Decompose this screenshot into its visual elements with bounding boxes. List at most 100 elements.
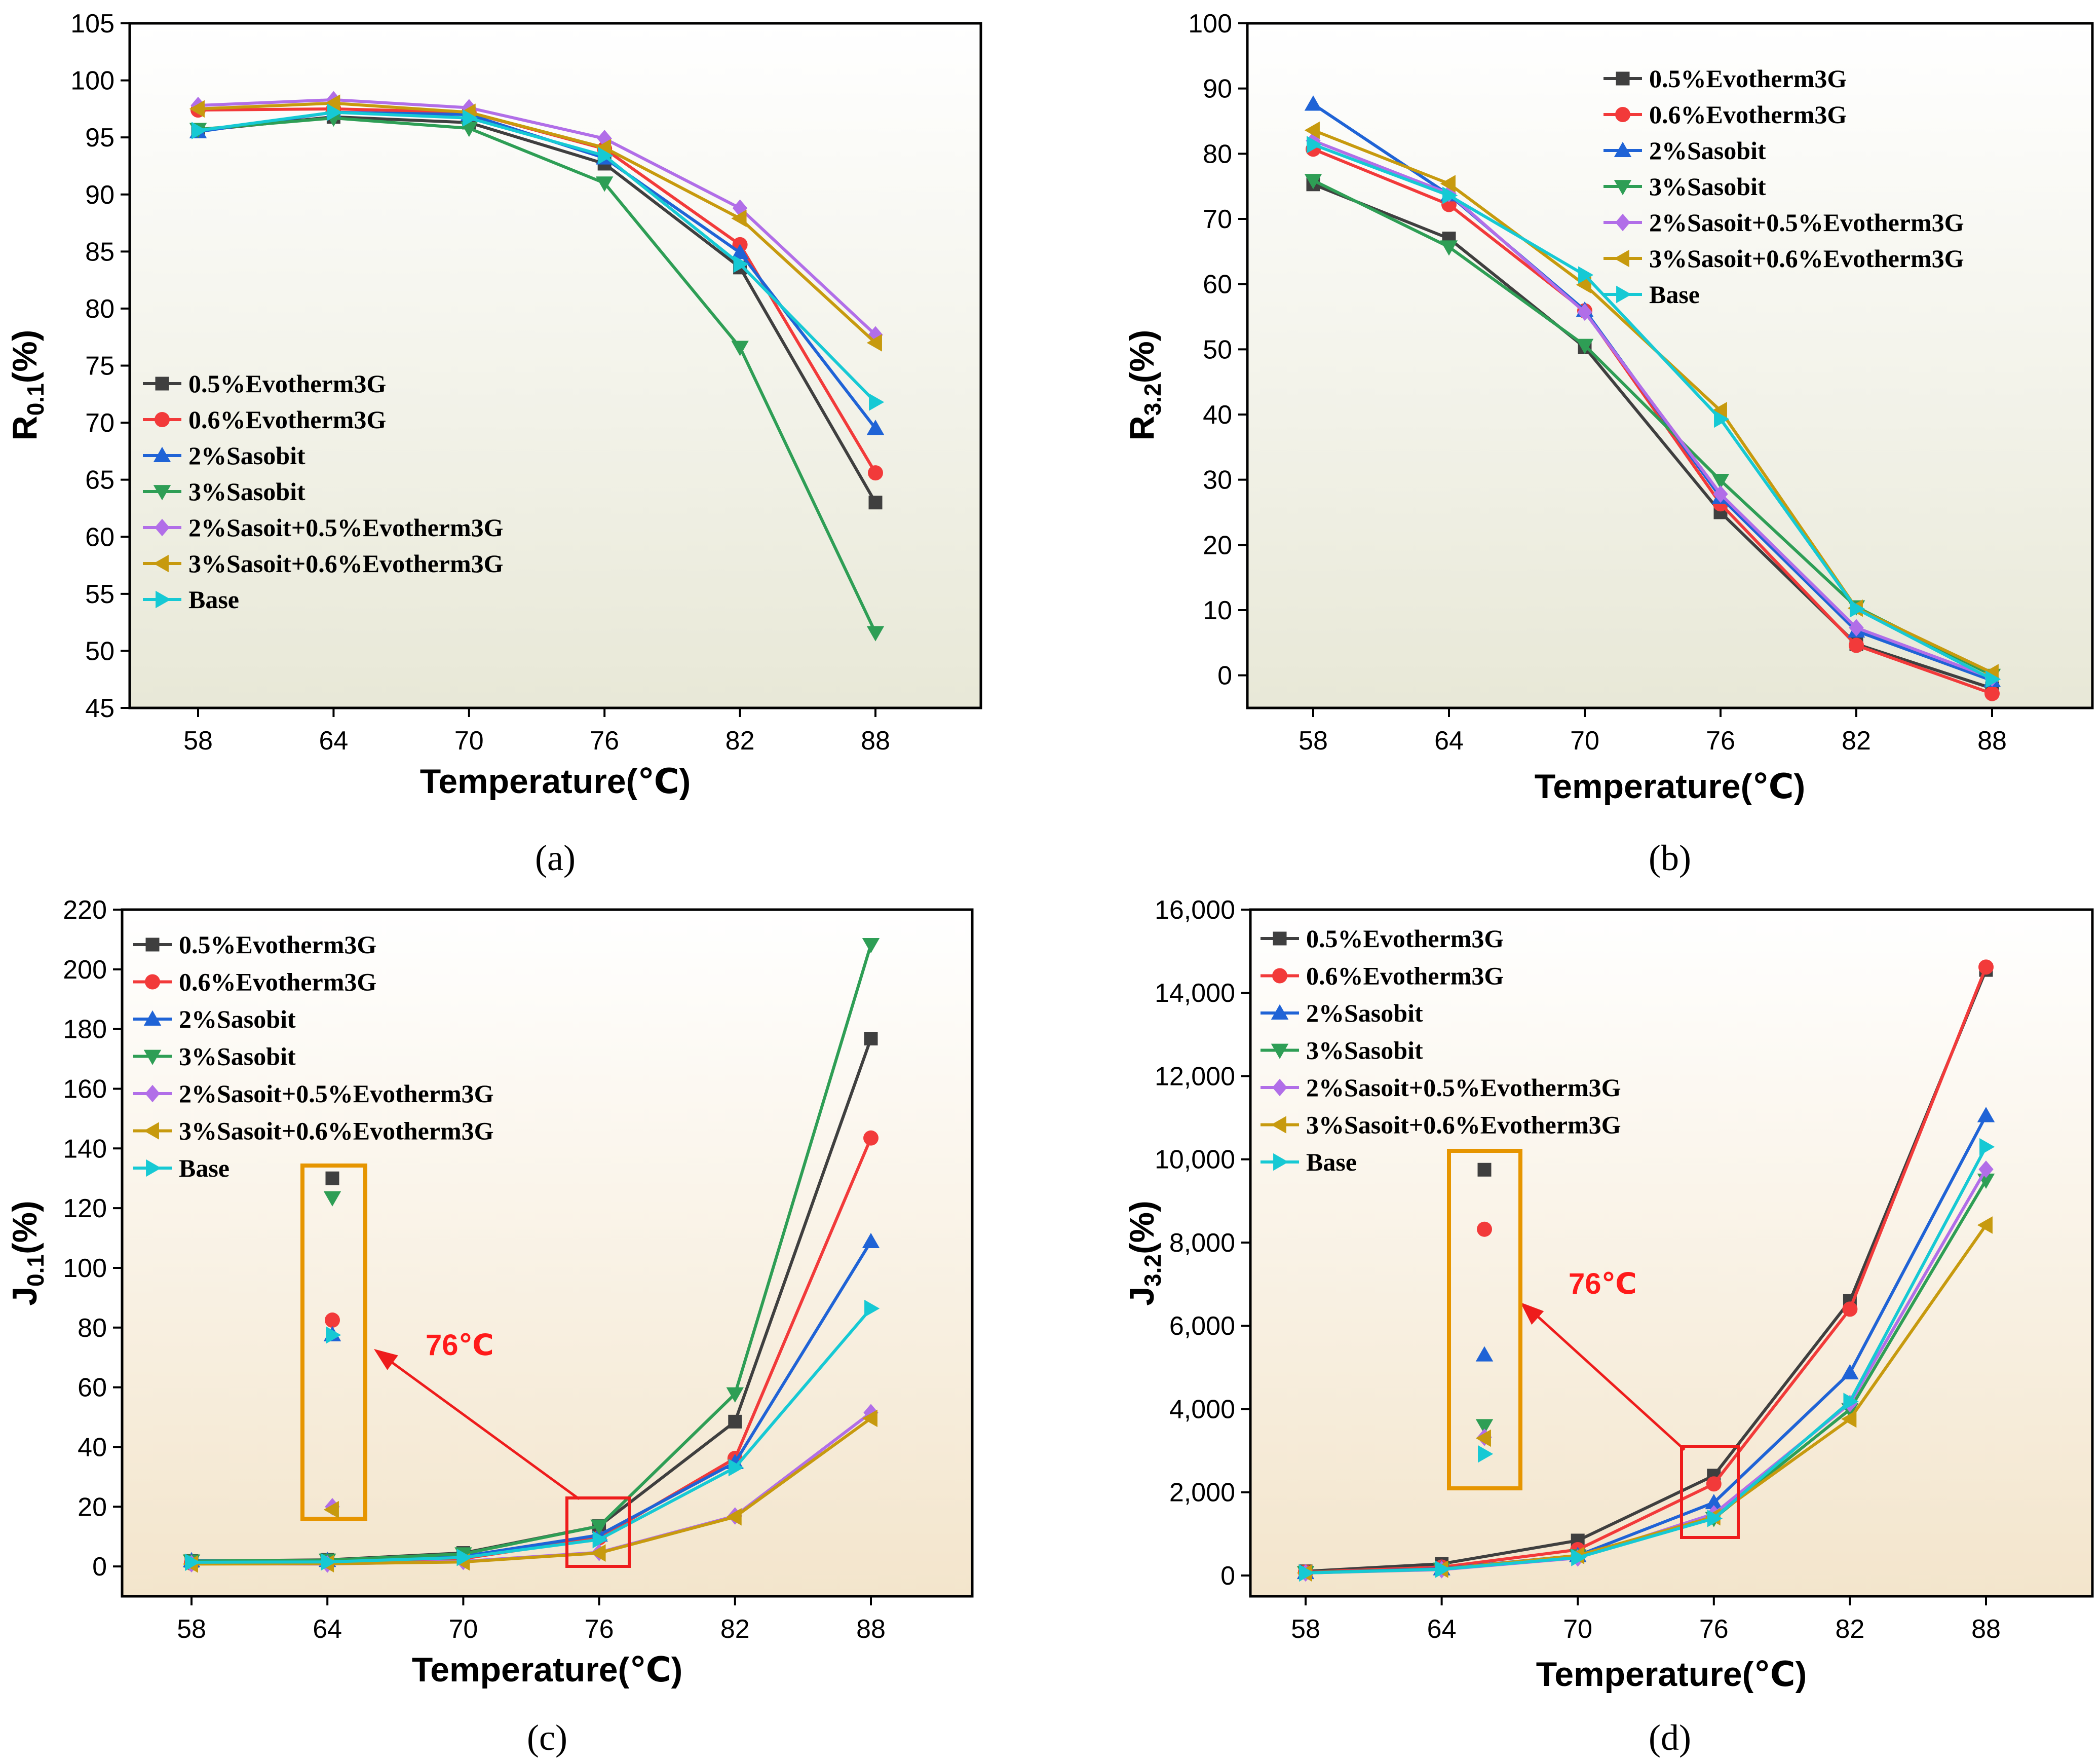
legend-label: 0.5%Evotherm3G [188,369,386,398]
legend-marker [1615,107,1630,122]
data-point [862,937,880,954]
series-base [1307,136,2001,688]
legend-marker [156,590,171,609]
panel-caption: (c) [527,1717,567,1758]
legend-marker [1273,1153,1289,1171]
series-line [191,1307,872,1564]
legend: 0.5%Evotherm3G 0.6%Evotherm3G 2%Sasobit 3%S… [143,369,504,614]
y-tick-label: 0 [92,1552,107,1582]
legend-item: 0.6%Evotherm3G [133,968,376,996]
y-tick-label: 60 [78,1373,107,1403]
inset-point [1477,1221,1492,1237]
y-tick-label: 180 [63,1015,107,1044]
legend-label: 0.5%Evotherm3G [179,930,376,959]
legend-marker [1272,968,1287,984]
data-point [1304,121,1320,139]
highlight-box [565,1496,631,1568]
legend-item: 3%Sasobit [133,1042,296,1071]
y-tick-label: 50 [1203,335,1232,364]
x-tick-label: 82 [1835,1615,1864,1644]
data-point [185,1553,201,1571]
data-point [1843,1393,1859,1410]
legend-item: Base [1603,280,1700,309]
y-tick-label: 100 [70,66,114,96]
data-point [862,1409,877,1428]
data-point [1984,686,2000,701]
x-tick-label: 88 [1971,1615,2001,1644]
data-point [1304,174,1322,190]
legend-label: 2%Sasobit [1649,136,1766,165]
data-point [1714,410,1730,428]
x-tick-label: 88 [1977,726,2007,756]
data-point [864,1299,880,1318]
data-point [1849,637,1864,653]
plot-frame [1249,908,2094,1598]
y-tick-label: 80 [78,1314,107,1343]
legend-marker [1271,1116,1286,1134]
y-tick-label: 85 [85,237,114,267]
x-tick-label: 64 [1427,1615,1457,1644]
y-tick-label: 100 [1188,9,1232,39]
inset-point [1475,1419,1494,1435]
legend-item: 3%Sasoit+0.6%Evotherm3G [1603,244,1964,273]
legend-marker [153,485,171,501]
data-point [731,341,749,356]
y-tick-label: 160 [63,1074,107,1104]
data-point [1977,1216,1993,1234]
inset-point [323,1191,341,1207]
x-axis-label: Temperature(℃) [1535,767,1806,806]
data-point [1841,1364,1859,1379]
y-tick-label: 6,000 [1169,1311,1235,1341]
data-point [460,122,478,137]
data-point [1711,402,1727,420]
series-line [198,98,877,336]
y-tick-label: 30 [1203,466,1232,495]
legend-item: 2%Sasoit+0.5%Evotherm3G [133,1079,494,1108]
chart-panel-d: 0 2,000 4,000 6,000 8,000 10,000 12,000 14,000 1… [1123,895,2094,1758]
data-point [1711,474,1730,490]
data-point [598,146,614,165]
legend-item: 3%Sasobit [1261,1036,1423,1065]
panel-caption: (d) [1649,1717,1691,1758]
y-tick-label: 40 [1203,400,1232,430]
arrow-head [1520,1302,1544,1325]
legend-item: Base [143,585,239,614]
x-tick-label: 64 [319,726,348,756]
y-tick-label: 45 [85,694,114,723]
y-tick-label: 60 [1203,270,1232,299]
legend: 0.5%Evotherm3G 0.6%Evotherm3G 2%Sasobit 3%S… [133,930,494,1182]
y-tick-label: 10 [1203,596,1232,625]
y-axis-label-unit: (%) [6,1201,44,1254]
legend-marker [155,377,169,391]
x-tick-label: 76 [1699,1615,1729,1644]
y-tick-label: 20 [78,1492,107,1522]
legend-label: 0.6%Evotherm3G [1306,962,1504,990]
legend-item: 0.5%Evotherm3G [143,369,386,398]
legend-marker [155,518,170,537]
chart-panel-c: 0 20 40 60 80 100 120 140 160 180 200 220 58 64 70 76 82… [6,895,974,1758]
legend-marker [146,1159,162,1177]
legend-marker [155,412,170,427]
data-point [1842,1301,1858,1317]
y-tick-label: 70 [1203,205,1232,234]
inset-point [1475,1429,1491,1447]
x-tick-label: 70 [1563,1615,1592,1644]
x-tick-label: 64 [1434,726,1464,756]
legend-marker [1615,213,1630,232]
data-point [1986,670,2001,688]
series-0-6-evotherm3g [1306,141,2000,701]
y-axis-label: R0.1(%) [6,330,49,441]
legend-item: 3%Sasoit+0.6%Evotherm3G [1261,1111,1621,1139]
legend-marker [1271,1043,1289,1059]
legend-marker [1614,141,1632,157]
legend-marker [1271,1004,1289,1020]
y-tick-label: 75 [85,352,114,381]
legend-marker [143,1049,162,1065]
series-line [198,110,877,403]
y-axis-label-unit: (%) [1123,1201,1161,1254]
plot-area [122,910,972,1596]
data-point [592,1530,608,1549]
legend-marker [1616,71,1630,86]
data-point [726,1508,742,1526]
data-point [1307,136,1322,154]
